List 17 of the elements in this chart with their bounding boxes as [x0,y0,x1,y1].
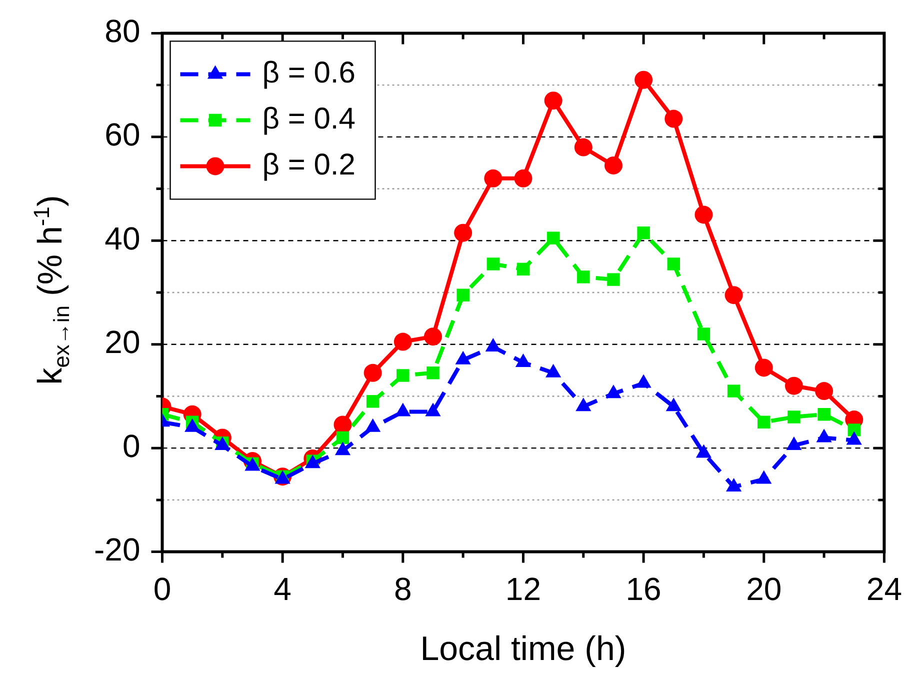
x-tick-label: 24 [866,570,902,607]
legend-label: β = 0.4 [262,102,356,136]
y-tick-label: 0 [122,428,140,464]
y-tick-label: 60 [104,116,140,153]
x-tick-label: 4 [274,570,292,607]
y-tick-label: 80 [104,13,140,50]
x-axis-title: Local time (h) [420,630,626,668]
y-tick-label: 40 [104,220,140,256]
x-tick-label: 20 [746,570,782,607]
legend-label: β = 0.2 [262,148,356,182]
x-tick-label: 12 [505,570,542,607]
y-tick-label: 20 [104,324,140,360]
x-tick-label: 16 [626,570,662,607]
x-tick-label: 8 [394,570,412,607]
x-tick-label: 0 [153,570,172,607]
y-tick-label: -20 [94,532,140,568]
legend-label: β = 0.6 [262,56,356,90]
